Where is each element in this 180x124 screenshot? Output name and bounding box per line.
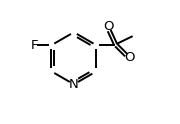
Text: N: N <box>69 78 79 91</box>
Text: O: O <box>125 51 135 63</box>
Text: O: O <box>103 20 114 33</box>
Text: F: F <box>31 39 38 52</box>
